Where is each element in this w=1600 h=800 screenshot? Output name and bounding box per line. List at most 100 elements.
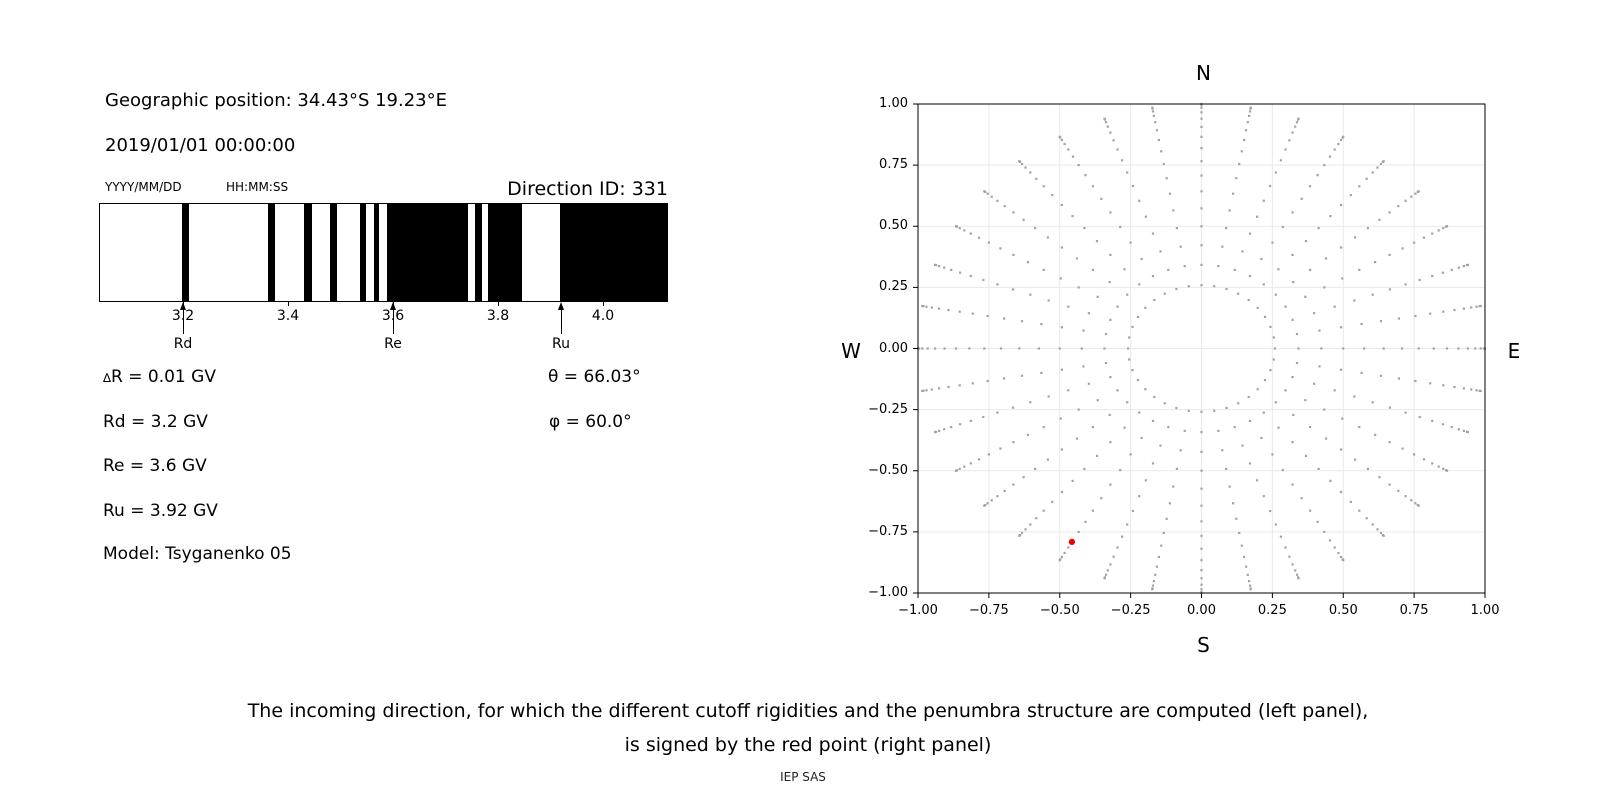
direction-dot — [1136, 315, 1140, 318]
direction-dot — [947, 308, 950, 312]
direction-dot — [1153, 395, 1156, 399]
direction-dot — [1262, 495, 1265, 498]
direction-dot — [1012, 288, 1015, 291]
direction-dot — [1155, 565, 1158, 568]
direction-dot — [1228, 485, 1231, 488]
direction-dot — [1341, 417, 1344, 420]
direction-dot — [1126, 293, 1129, 296]
direction-dot — [1200, 504, 1203, 507]
direction-dot — [1157, 138, 1160, 142]
direction-dot — [1271, 453, 1274, 456]
direction-dot — [1474, 347, 1477, 350]
direction-dot — [1340, 138, 1343, 142]
direction-dot — [1018, 534, 1021, 537]
direction-dot — [1179, 449, 1182, 452]
rigidity-tick-label: 3.2 — [153, 308, 213, 325]
direction-dot — [1200, 244, 1203, 247]
direction-dot — [954, 469, 958, 472]
y-tick-label: −1.00 — [868, 585, 908, 600]
x-tick-label: 0.25 — [1257, 603, 1287, 618]
direction-dot — [1382, 160, 1385, 163]
direction-dot — [1200, 431, 1203, 434]
direction-dot — [1175, 227, 1178, 230]
delta-symbol: ∆ — [103, 371, 112, 385]
direction-dot — [938, 429, 941, 432]
cutoff-arrow-line — [183, 309, 184, 334]
direction-dot — [918, 347, 921, 350]
direction-dot — [921, 347, 924, 350]
direction-dot — [1366, 467, 1369, 470]
direction-dot — [1131, 509, 1134, 513]
direction-dot — [1200, 583, 1203, 586]
direction-dot — [1441, 423, 1444, 426]
direction-dot — [1378, 218, 1381, 221]
direction-dot — [1304, 295, 1307, 298]
compass-west-label: W — [841, 339, 861, 363]
direction-dot — [1029, 523, 1032, 526]
time-format-label: HH:MM:SS — [226, 180, 289, 194]
direction-dot — [954, 347, 958, 350]
direction-dot — [1284, 546, 1287, 549]
direction-dot — [1333, 305, 1336, 308]
direction-dot — [934, 431, 937, 434]
direction-dot — [977, 236, 981, 239]
direction-dot — [1401, 447, 1404, 450]
direction-dot — [1479, 304, 1482, 308]
direction-dot — [963, 465, 966, 468]
direction-dot — [1277, 268, 1280, 271]
direction-dot — [1417, 504, 1420, 507]
direction-dot — [1123, 268, 1126, 271]
direction-dot — [1342, 559, 1345, 562]
direction-dot — [1333, 546, 1336, 549]
ru-text: Ru = 3.92 GV — [103, 501, 218, 521]
direction-dot — [1263, 315, 1267, 318]
penumbra-band — [359, 204, 366, 301]
direction-dot — [1165, 177, 1168, 180]
direction-dot — [1020, 531, 1024, 535]
direction-dot — [958, 310, 961, 313]
direction-dot — [1304, 399, 1307, 402]
direction-dot — [1232, 192, 1235, 195]
direction-dot — [977, 458, 981, 461]
direction-dot — [1235, 177, 1238, 180]
direction-dot — [938, 265, 941, 268]
direction-dot — [969, 232, 972, 235]
direction-dot — [996, 199, 999, 202]
direction-dot — [1323, 164, 1326, 167]
direction-dot — [1316, 520, 1319, 523]
rigidity-tick-label: 3.8 — [486, 308, 510, 324]
direction-dot — [1431, 419, 1434, 422]
direction-dot — [1152, 580, 1155, 583]
direction-dot — [1071, 215, 1074, 218]
direction-dot — [1248, 114, 1251, 117]
penumbra-band — [559, 204, 667, 301]
direction-dot — [1414, 192, 1417, 195]
direction-dot — [1410, 499, 1413, 502]
direction-dot — [1200, 588, 1203, 591]
direction-dot — [1104, 573, 1108, 576]
penumbra-band — [182, 204, 189, 301]
direction-dot — [1453, 308, 1456, 312]
direction-dot — [1138, 199, 1141, 202]
direction-dot — [1297, 577, 1300, 580]
direction-dot — [1024, 528, 1027, 531]
rigidity-tick-label: 4.0 — [591, 308, 615, 324]
direction-dot — [1018, 347, 1021, 350]
direction-dot — [1126, 523, 1129, 526]
direction-dot — [1154, 573, 1157, 576]
y-tick-label: 0.25 — [879, 279, 908, 295]
direction-dot — [1329, 215, 1332, 218]
direction-dot — [999, 347, 1003, 350]
direction-dot — [1414, 379, 1417, 383]
direction-dot — [1116, 389, 1119, 392]
datetime-text: 2019/01/01 00:00:00 — [105, 135, 296, 156]
direction-dot — [1249, 106, 1252, 109]
direction-dot — [1144, 388, 1147, 391]
direction-dot — [921, 389, 924, 393]
direction-dot — [1225, 406, 1228, 410]
direction-dot — [1096, 399, 1099, 402]
direction-dot — [1151, 232, 1155, 235]
direction-dot — [1388, 253, 1391, 256]
direction-dot — [947, 385, 950, 389]
